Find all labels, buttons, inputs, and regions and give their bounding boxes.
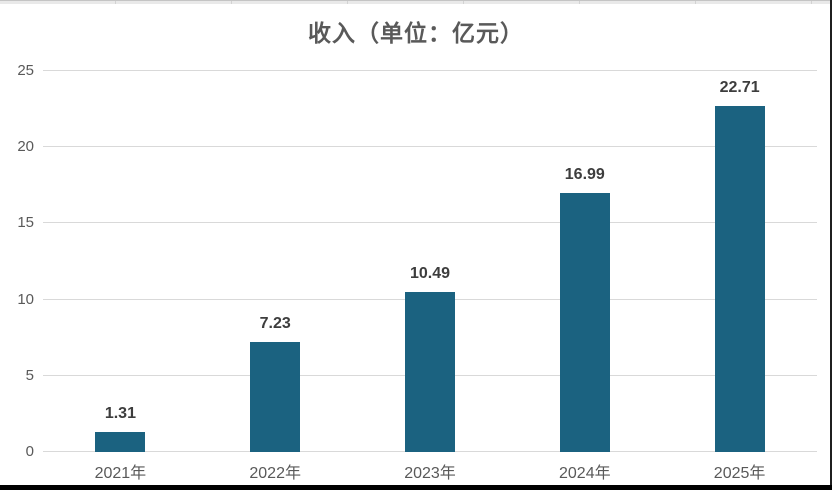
plot-area: 1.31 7.23 10.49 16.99 22.71 (43, 70, 817, 452)
gridline-20 (43, 146, 817, 148)
gridline-15 (43, 222, 817, 224)
window-bottom-border (0, 485, 832, 490)
x-tick-label-2023年: 2023年 (404, 465, 456, 482)
y-axis: 0 5 10 15 20 25 (0, 62, 34, 460)
bar-2024年[interactable] (559, 193, 610, 452)
y-tick-label-25: 25 (17, 62, 34, 79)
y-tick-label-10: 10 (17, 290, 34, 308)
x-axis: 2021年 2022年 2023年 2024年 2025年 (43, 459, 817, 482)
bar-2023年[interactable] (405, 292, 455, 452)
value-label-2025年: 22.71 (719, 78, 760, 96)
bar-2021年[interactable] (95, 432, 146, 452)
x-tick-label-2024年: 2024年 (558, 465, 611, 482)
bar-2022年[interactable] (250, 341, 301, 452)
y-tick-label-0: 0 (25, 443, 34, 460)
y-tick-label-5: 5 (25, 366, 34, 384)
value-label-2023年: 10.49 (409, 265, 451, 283)
window-right-border (830, 0, 832, 490)
bar-2025年[interactable] (714, 105, 765, 452)
y-tick-label-15: 15 (17, 214, 34, 232)
x-tick-label-2025年: 2025年 (713, 465, 766, 482)
value-label-2022年: 7.23 (259, 314, 291, 332)
x-tick-label-2022年: 2022年 (249, 465, 301, 482)
value-label-2021年: 1.31 (104, 405, 136, 423)
value-label-2024年: 16.99 (564, 166, 605, 184)
spreadsheet-edge-strip (0, 0, 832, 4)
chart-title: 收入（单位：亿元） (308, 20, 524, 46)
y-tick-label-20: 20 (17, 138, 34, 156)
gridline-25 (43, 70, 817, 71)
x-tick-label-2021年: 2021年 (94, 465, 147, 482)
